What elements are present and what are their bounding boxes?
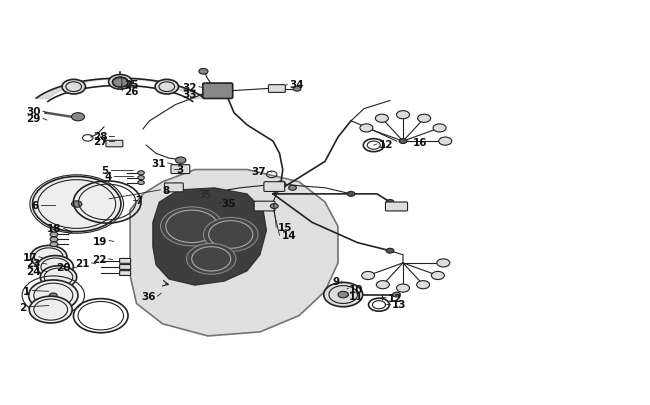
Text: 29: 29 xyxy=(27,114,41,124)
FancyBboxPatch shape xyxy=(120,259,131,264)
FancyBboxPatch shape xyxy=(171,165,190,174)
Circle shape xyxy=(386,249,394,254)
Circle shape xyxy=(203,218,258,252)
Circle shape xyxy=(49,293,57,298)
Circle shape xyxy=(37,256,73,279)
Text: 36: 36 xyxy=(141,292,155,301)
Circle shape xyxy=(72,113,84,121)
Circle shape xyxy=(109,75,132,90)
FancyBboxPatch shape xyxy=(385,202,408,211)
Text: 25: 25 xyxy=(124,80,138,90)
Text: 8: 8 xyxy=(162,185,170,195)
Text: 30: 30 xyxy=(27,107,41,117)
Polygon shape xyxy=(130,170,338,336)
FancyBboxPatch shape xyxy=(268,85,285,93)
FancyBboxPatch shape xyxy=(264,182,285,192)
Text: 7: 7 xyxy=(135,196,142,205)
Circle shape xyxy=(40,266,77,289)
Circle shape xyxy=(50,237,58,242)
Text: 14: 14 xyxy=(281,231,296,241)
Circle shape xyxy=(289,186,296,191)
Circle shape xyxy=(199,69,208,75)
Circle shape xyxy=(50,232,58,237)
Text: 12: 12 xyxy=(388,293,402,303)
Text: 27: 27 xyxy=(92,137,107,147)
Text: 28: 28 xyxy=(93,132,107,142)
Text: 3: 3 xyxy=(176,164,183,174)
Circle shape xyxy=(32,177,121,232)
Circle shape xyxy=(376,115,389,123)
Circle shape xyxy=(338,292,348,298)
Circle shape xyxy=(396,111,410,119)
Circle shape xyxy=(360,124,373,133)
FancyBboxPatch shape xyxy=(164,183,183,192)
Text: 21: 21 xyxy=(75,258,90,268)
Text: 19: 19 xyxy=(93,236,107,246)
Text: 35: 35 xyxy=(222,198,236,208)
Circle shape xyxy=(155,80,179,95)
Circle shape xyxy=(293,87,301,92)
Circle shape xyxy=(324,283,363,307)
Circle shape xyxy=(138,171,144,175)
Circle shape xyxy=(72,201,82,208)
Text: 5: 5 xyxy=(101,166,109,176)
FancyBboxPatch shape xyxy=(120,271,131,276)
Circle shape xyxy=(138,176,144,180)
Circle shape xyxy=(432,272,445,280)
Circle shape xyxy=(31,246,67,269)
Text: 32: 32 xyxy=(183,83,197,92)
Text: 13: 13 xyxy=(392,300,406,309)
Text: 33: 33 xyxy=(183,90,197,100)
Text: 1: 1 xyxy=(23,286,31,296)
Text: 17: 17 xyxy=(22,252,37,262)
Circle shape xyxy=(437,259,450,267)
Polygon shape xyxy=(153,188,266,286)
Circle shape xyxy=(417,281,430,289)
Circle shape xyxy=(176,158,186,164)
Circle shape xyxy=(112,78,128,88)
FancyBboxPatch shape xyxy=(203,84,233,99)
Text: 22: 22 xyxy=(92,254,107,264)
Text: 9: 9 xyxy=(333,277,340,286)
Circle shape xyxy=(276,181,285,187)
Circle shape xyxy=(62,80,85,95)
Text: 35: 35 xyxy=(198,190,211,199)
Circle shape xyxy=(386,200,394,205)
Circle shape xyxy=(29,280,78,311)
Text: 12: 12 xyxy=(379,140,393,149)
Circle shape xyxy=(161,207,223,246)
Circle shape xyxy=(50,242,58,247)
Text: 18: 18 xyxy=(47,224,62,234)
Circle shape xyxy=(376,281,389,289)
Text: 37: 37 xyxy=(251,167,266,177)
Text: 24: 24 xyxy=(26,266,41,276)
Text: 4: 4 xyxy=(105,171,112,181)
Text: 6: 6 xyxy=(32,201,39,211)
Text: 23: 23 xyxy=(27,259,41,269)
Circle shape xyxy=(270,204,278,209)
Text: 34: 34 xyxy=(289,80,304,90)
Text: 26: 26 xyxy=(124,87,138,96)
Text: 16: 16 xyxy=(413,138,427,147)
Text: 11: 11 xyxy=(349,292,363,301)
Text: 31: 31 xyxy=(151,159,166,168)
Circle shape xyxy=(138,181,144,185)
Circle shape xyxy=(439,138,452,146)
FancyBboxPatch shape xyxy=(120,265,131,270)
Text: 20: 20 xyxy=(57,262,71,272)
Circle shape xyxy=(433,124,446,133)
Text: 10: 10 xyxy=(349,284,363,294)
Circle shape xyxy=(417,115,430,123)
FancyBboxPatch shape xyxy=(254,202,275,211)
FancyBboxPatch shape xyxy=(106,141,123,147)
Text: 15: 15 xyxy=(278,223,292,232)
Circle shape xyxy=(396,284,410,292)
Circle shape xyxy=(29,296,72,323)
Text: 2: 2 xyxy=(20,302,27,312)
Circle shape xyxy=(347,192,355,197)
Circle shape xyxy=(361,272,374,280)
Circle shape xyxy=(187,244,236,275)
Circle shape xyxy=(393,292,400,297)
Circle shape xyxy=(399,139,407,144)
